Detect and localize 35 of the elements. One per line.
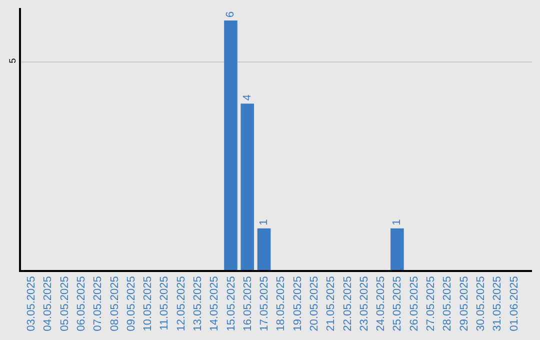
x-tick-label: 12.05.2025	[175, 276, 188, 332]
x-tick-label: 29.05.2025	[458, 276, 470, 332]
x-tick-label: 15.05.2025	[225, 276, 238, 332]
x-tick-label: 06.05.2025	[75, 276, 88, 332]
x-tick-label: 30.05.2025	[474, 276, 487, 332]
x-tick-label: 31.05.2025	[492, 276, 504, 332]
x-tick-label: 10.05.2025	[142, 276, 154, 332]
x-tick-label: 18.05.2025	[275, 276, 288, 332]
x-tick-label: 21.05.2025	[325, 276, 338, 332]
x-tick-label: 11.05.2025	[158, 276, 171, 330]
x-tick-label: 20.05.2025	[308, 276, 321, 332]
x-tick-label: 03.05.2025	[26, 276, 38, 332]
x-tick-label: 09.05.2025	[125, 276, 138, 332]
y-tick-label: 5	[8, 58, 18, 64]
data-label: 1	[391, 219, 404, 226]
x-tick-label: 27.05.2025	[425, 276, 438, 332]
x-tick-label: 08.05.2025	[108, 276, 121, 332]
x-tick-label: 05.05.2025	[58, 276, 71, 332]
x-tick-label: 07.05.2025	[92, 276, 104, 332]
x-tick-label: 24.05.2025	[375, 276, 388, 332]
x-tick-label: 23.05.2025	[358, 276, 370, 332]
x-tick-label: 26.05.2025	[408, 276, 420, 332]
data-label: 6	[224, 11, 237, 18]
x-tick-label: 01.06.2025	[508, 276, 520, 332]
x-tick-label: 25.05.2025	[392, 276, 404, 332]
x-tick-label: 17.05.2025	[258, 276, 271, 332]
x-tick-label: 19.05.2025	[292, 276, 304, 332]
x-tick-label: 16.05.2025	[242, 276, 254, 332]
data-label: 4	[241, 94, 254, 101]
data-label: 1	[258, 219, 270, 226]
x-tick-label: 22.05.2025	[342, 276, 354, 332]
x-tick-label: 04.05.2025	[42, 276, 54, 332]
x-tick-label: 28.05.2025	[442, 276, 454, 332]
x-tick-label: 13.05.2025	[192, 276, 204, 332]
x-tick-label: 14.05.2025	[208, 276, 221, 332]
